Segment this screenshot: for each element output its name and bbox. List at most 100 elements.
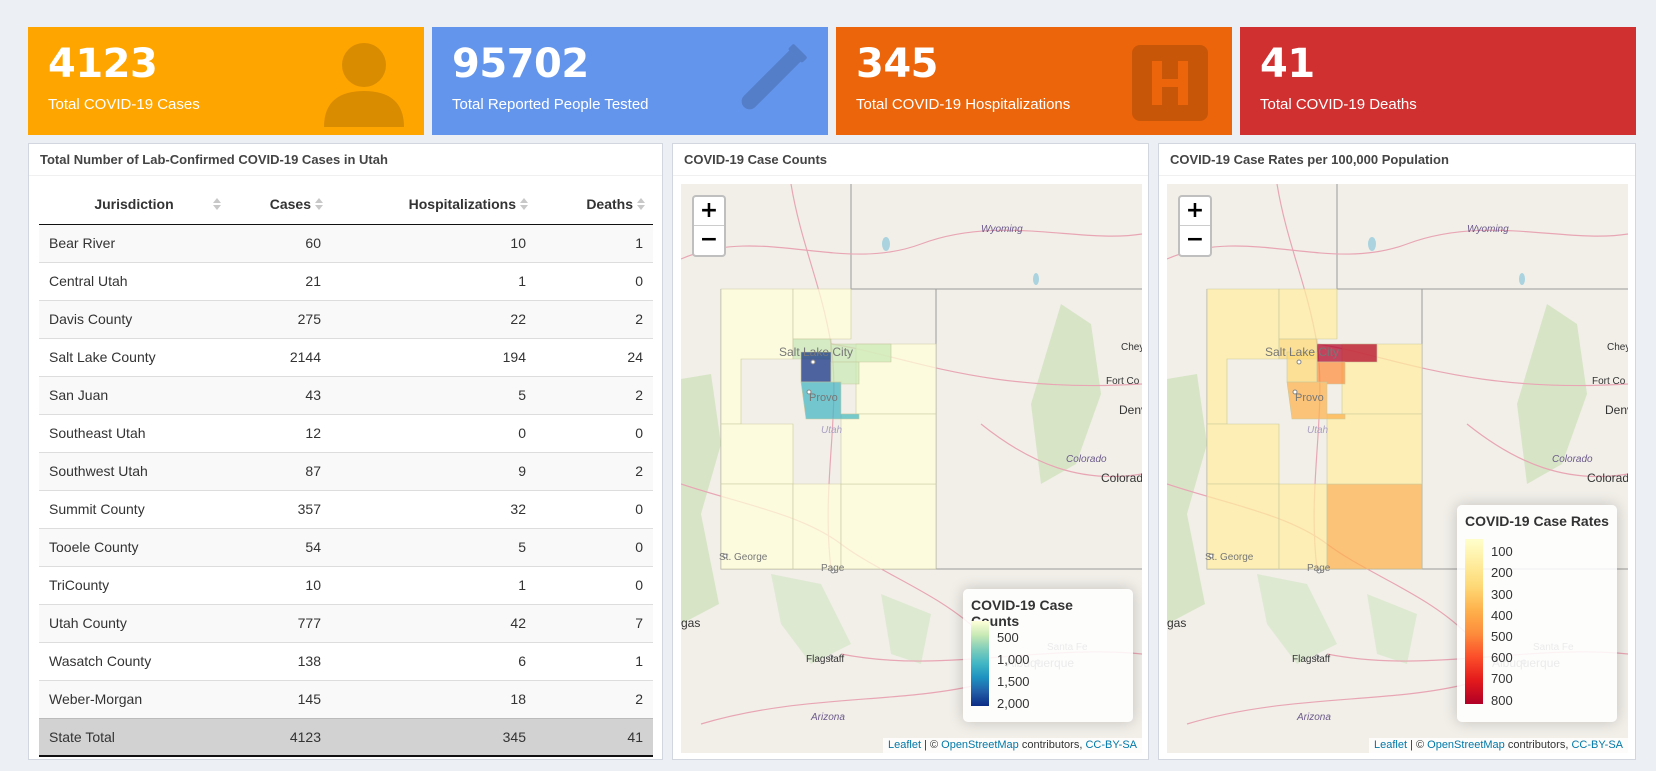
cases-cell: 357: [229, 489, 331, 528]
license-link[interactable]: CC-BY-SA: [1085, 739, 1137, 751]
terrain-colorado: [1031, 304, 1101, 484]
terrain-colorado: [1517, 304, 1587, 484]
region-bear-river: [792, 288, 852, 340]
map-label-wyoming: Wyoming: [981, 224, 1023, 235]
map-label-utah: Utah: [821, 425, 843, 436]
table-row: Salt Lake County 2144 194 24: [39, 337, 653, 376]
total-tested-value: 95702: [452, 41, 589, 87]
leaflet-link[interactable]: Leaflet: [887, 739, 921, 751]
column-header-jurisdiction[interactable]: Jurisdiction: [39, 184, 229, 225]
cases-cell: 54: [229, 527, 331, 566]
case-counts-map[interactable]: Wyoming Colorado Utah Salt Lake City Provo St…: [681, 184, 1142, 753]
license-link[interactable]: CC-BY-SA: [1571, 739, 1623, 751]
cases-cell: 60: [229, 223, 331, 262]
region-san-juan: [1326, 483, 1423, 570]
table-row: Davis County 275 22 2: [39, 299, 653, 338]
zoom-in-button[interactable]: +: [694, 197, 724, 226]
hospitalizations-cell: 0: [331, 413, 536, 452]
hospitalizations-cell: 42: [331, 603, 536, 642]
jurisdiction-cell: Bear River: [39, 223, 229, 262]
map-label-colorado: Colorado: [1066, 454, 1107, 465]
map-label-provo: Provo: [1295, 392, 1324, 404]
jurisdiction-cell: Davis County: [39, 299, 229, 338]
deaths-cell: 1: [536, 641, 653, 680]
map-label-flagstaff: Flagstaff: [1292, 654, 1330, 665]
jurisdiction-cell: Salt Lake County: [39, 337, 229, 376]
zoom-out-button[interactable]: −: [1185, 227, 1205, 252]
cases-cell: 87: [229, 451, 331, 490]
legend-tick: 500: [997, 630, 1019, 645]
jurisdiction-cell: Wasatch County: [39, 641, 229, 680]
legend-tick: 200: [1491, 565, 1513, 581]
hospitalizations-cell: 6: [331, 641, 536, 680]
map-label-flagstaff: Flagstaff: [806, 654, 844, 665]
legend-tick: 2,000: [997, 696, 1030, 712]
leaflet-link[interactable]: Leaflet: [1373, 739, 1407, 751]
total-hospitalizations: 345: [331, 717, 536, 757]
map-label-wyoming: Wyoming: [1467, 224, 1509, 235]
deaths-cell: 0: [536, 489, 653, 528]
osm-link[interactable]: OpenStreetMap: [1427, 739, 1505, 751]
map-label-slc: Salt Lake City: [1265, 345, 1339, 359]
zoom-in-button[interactable]: +: [1180, 197, 1210, 226]
vial-icon: [741, 44, 807, 110]
map-label-cheyenne: Chey: [1121, 342, 1142, 353]
legend-ticks: 500 1,000 1,500 2,000: [997, 621, 1097, 711]
cases-cell: 777: [229, 603, 331, 642]
legend-tick: 700: [1491, 671, 1513, 687]
table-row: Southeast Utah 12 0 0: [39, 413, 653, 452]
map-label-vegas: gas: [1167, 616, 1186, 630]
column-header-hospitalizations[interactable]: Hospitalizations: [331, 184, 536, 225]
cases-table-title: Total Number of Lab-Confirmed COVID-19 C…: [29, 144, 662, 176]
region-central-utah: [1206, 423, 1280, 485]
region-wasatch: [1316, 361, 1346, 385]
region-southwest-utah-east: [792, 483, 842, 570]
column-header-label: Cases: [269, 195, 311, 212]
map-canvas[interactable]: Wyoming Colorado Utah Salt Lake City Provo St…: [1167, 184, 1628, 753]
deaths-cell: 1: [536, 223, 653, 262]
road-line: [1186, 683, 1468, 725]
zoom-control: + −: [1178, 195, 1212, 257]
region-san-juan: [840, 483, 937, 570]
deaths-cell: 24: [536, 337, 653, 376]
jurisdiction-cell: TriCounty: [39, 565, 229, 604]
city-dot: [1292, 389, 1298, 395]
map-label-denver: Denv: [1119, 403, 1142, 417]
column-header-deaths[interactable]: Deaths: [536, 184, 653, 225]
map-label-page: Page: [821, 563, 845, 574]
hospitalizations-cell: 9: [331, 451, 536, 490]
legend-tick: 1,500: [997, 674, 1030, 690]
legend-tick: 300: [1491, 586, 1513, 602]
sort-icon: [213, 198, 221, 210]
cases-cell: 21: [229, 261, 331, 300]
region-wasatch: [830, 361, 860, 385]
jurisdiction-cell: Southeast Utah: [39, 413, 229, 452]
total-hospitalizations-caption: Total COVID-19 Hospitalizations: [856, 96, 1071, 113]
case-counts-legend: COVID-19 Case Counts 500 1,000 1,500 2,000: [963, 589, 1133, 722]
zoom-out-button[interactable]: −: [699, 227, 719, 252]
map-attribution: Leaflet | © OpenStreetMap contributors, …: [882, 738, 1142, 753]
osm-link[interactable]: OpenStreetMap: [941, 739, 1019, 751]
map-label-vegas: gas: [681, 616, 700, 630]
table-row: TriCounty 10 1 0: [39, 565, 653, 604]
user-icon: [324, 43, 404, 127]
column-header-label: Hospitalizations: [408, 195, 516, 212]
hospital-icon: [1132, 45, 1208, 121]
city-dot: [722, 553, 728, 559]
column-header-cases[interactable]: Cases: [229, 184, 331, 225]
table-row: San Juan 43 5 2: [39, 375, 653, 414]
deaths-cell: 0: [536, 413, 653, 452]
legend-ticks: 100 200 300 400 500 600 700 800: [1491, 539, 1551, 708]
case-rates-map[interactable]: Wyoming Colorado Utah Salt Lake City Provo St…: [1167, 184, 1628, 753]
city-dot: [1296, 359, 1302, 365]
cases-table: Jurisdiction Cases Hospitalizations Deat…: [39, 184, 653, 757]
city-dot: [1314, 654, 1320, 660]
legend-tick: 100: [1491, 544, 1513, 560]
map-canvas[interactable]: Wyoming Colorado Utah Salt Lake City Provo St…: [681, 184, 1142, 753]
road-line: [980, 423, 1142, 478]
wyoming-border: [1336, 184, 1628, 290]
lake: [1368, 237, 1376, 251]
case-counts-map-panel: COVID-19 Case Counts Wyoming Colorado Utah…: [672, 143, 1149, 760]
deaths-cell: 2: [536, 451, 653, 490]
column-header-label: Deaths: [586, 195, 633, 212]
